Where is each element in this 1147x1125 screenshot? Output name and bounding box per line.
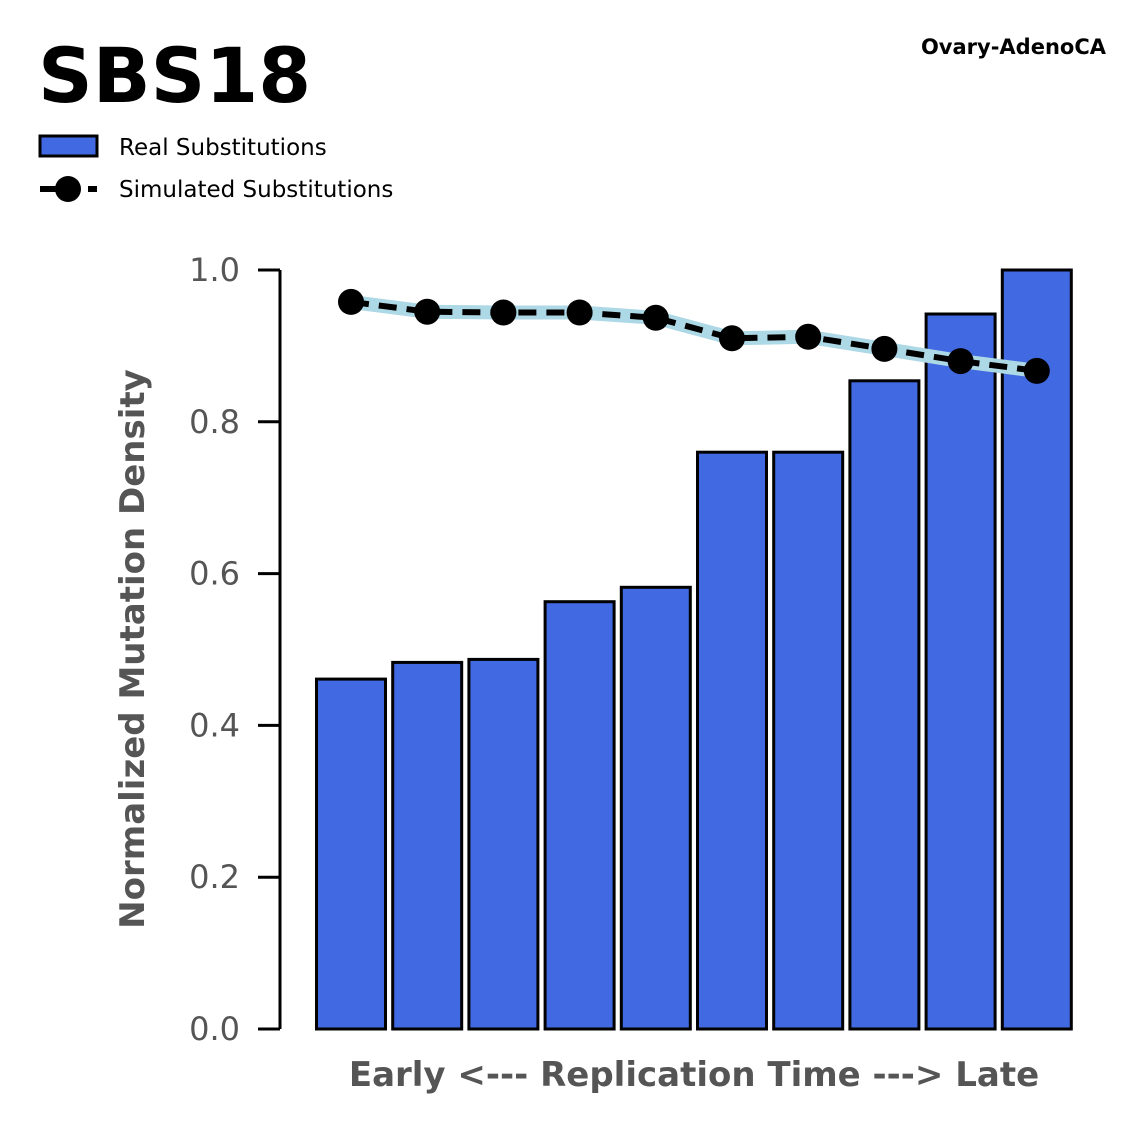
x-axis-label: Early <--- Replication Time ---> Late [349,1055,1039,1095]
simulated-point [719,325,745,352]
bar [772,450,845,1031]
simulated-point [566,299,593,326]
legend-label-line: Simulated Substitutions [119,177,393,203]
simulated-point [1023,357,1050,384]
simulated-point [795,323,822,350]
chart-subtitle: Ovary-AdenoCA [921,35,1107,59]
bar [924,312,997,1031]
bar [543,600,616,1031]
legend: Real Substitutions Simulated Substitutio… [38,134,393,203]
bar [1000,268,1073,1031]
bar [391,660,464,1031]
legend-swatch-bars [38,134,99,158]
bar [315,677,387,1031]
y-axis-label: Normalized Mutation Density [113,369,153,929]
bar [848,379,921,1031]
plot-area: 0.0 0.2 0.4 0.6 0.8 1.0 [189,251,1073,1048]
simulated-point [414,298,441,325]
y-tick-label: 0.6 [189,555,240,593]
y-tick-label: 0.8 [189,403,240,441]
y-tick-label: 1.0 [189,251,240,289]
simulated-point [871,335,898,362]
y-tick-label: 0.4 [189,706,240,744]
bar [619,585,692,1031]
simulated-point [338,288,364,315]
bar [467,657,540,1031]
simulated-point [490,299,517,326]
legend-label-bars: Real Substitutions [119,135,327,161]
simulated-point [947,348,974,375]
bar [696,450,768,1031]
legend-swatch-marker [55,176,81,202]
simulated-point [642,304,669,331]
chart-title: SBS18 [38,31,311,120]
y-tick-label: 0.2 [189,858,240,896]
y-tick-label: 0.0 [189,1010,240,1048]
simulated-line [350,298,1038,374]
